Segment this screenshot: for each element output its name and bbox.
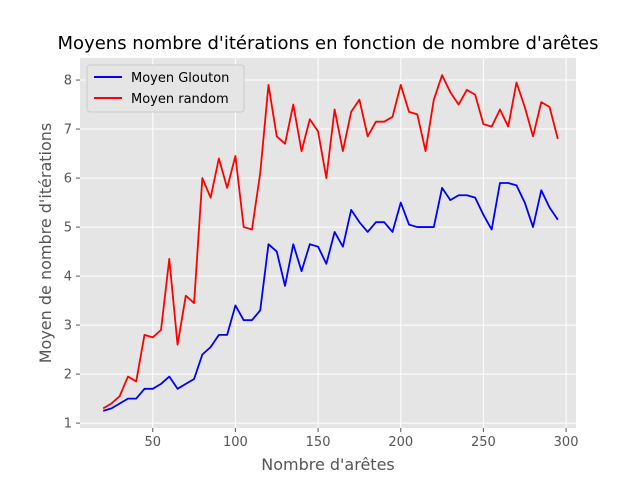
y-tick-label: 3: [64, 319, 72, 334]
series-lines: [102, 74, 559, 412]
legend-label-random: Moyen random: [131, 92, 229, 107]
y-tick-label: 1: [64, 417, 72, 432]
x-tick-label: 150: [306, 435, 331, 450]
y-axis-label: Moyen de nombre d'itérations: [36, 123, 55, 364]
legend-box: [86, 64, 245, 113]
y-tick-label: 6: [64, 172, 72, 187]
x-axis-label: Nombre d'arêtes: [261, 455, 395, 474]
x-tick-label: 300: [554, 435, 579, 450]
x-tick-label: 250: [471, 435, 496, 450]
y-tick-label: 2: [64, 368, 72, 383]
x-tick-label: 100: [223, 435, 248, 450]
x-tick-label: 50: [144, 435, 161, 450]
series-line-moyen-glouton: [102, 182, 559, 412]
y-tick-label: 4: [64, 270, 72, 285]
chart-title: Moyens nombre d'itérations en fonction d…: [58, 33, 599, 54]
legend-label-glouton: Moyen Glouton: [131, 71, 229, 86]
series-line-moyen-random: [102, 74, 559, 410]
x-tick-label: 200: [388, 435, 413, 450]
y-tick-label: 5: [64, 221, 72, 236]
legend: Moyen Glouton Moyen random: [86, 64, 245, 113]
y-tick-label: 7: [64, 123, 72, 138]
y-axis-ticks: 1 2 3 4 5 6 7 8: [64, 74, 80, 432]
grid: [80, 58, 576, 428]
plot-area: [80, 58, 576, 428]
x-axis-ticks: 50 100 150 200 250 300: [144, 428, 578, 450]
y-tick-label: 8: [64, 74, 72, 89]
